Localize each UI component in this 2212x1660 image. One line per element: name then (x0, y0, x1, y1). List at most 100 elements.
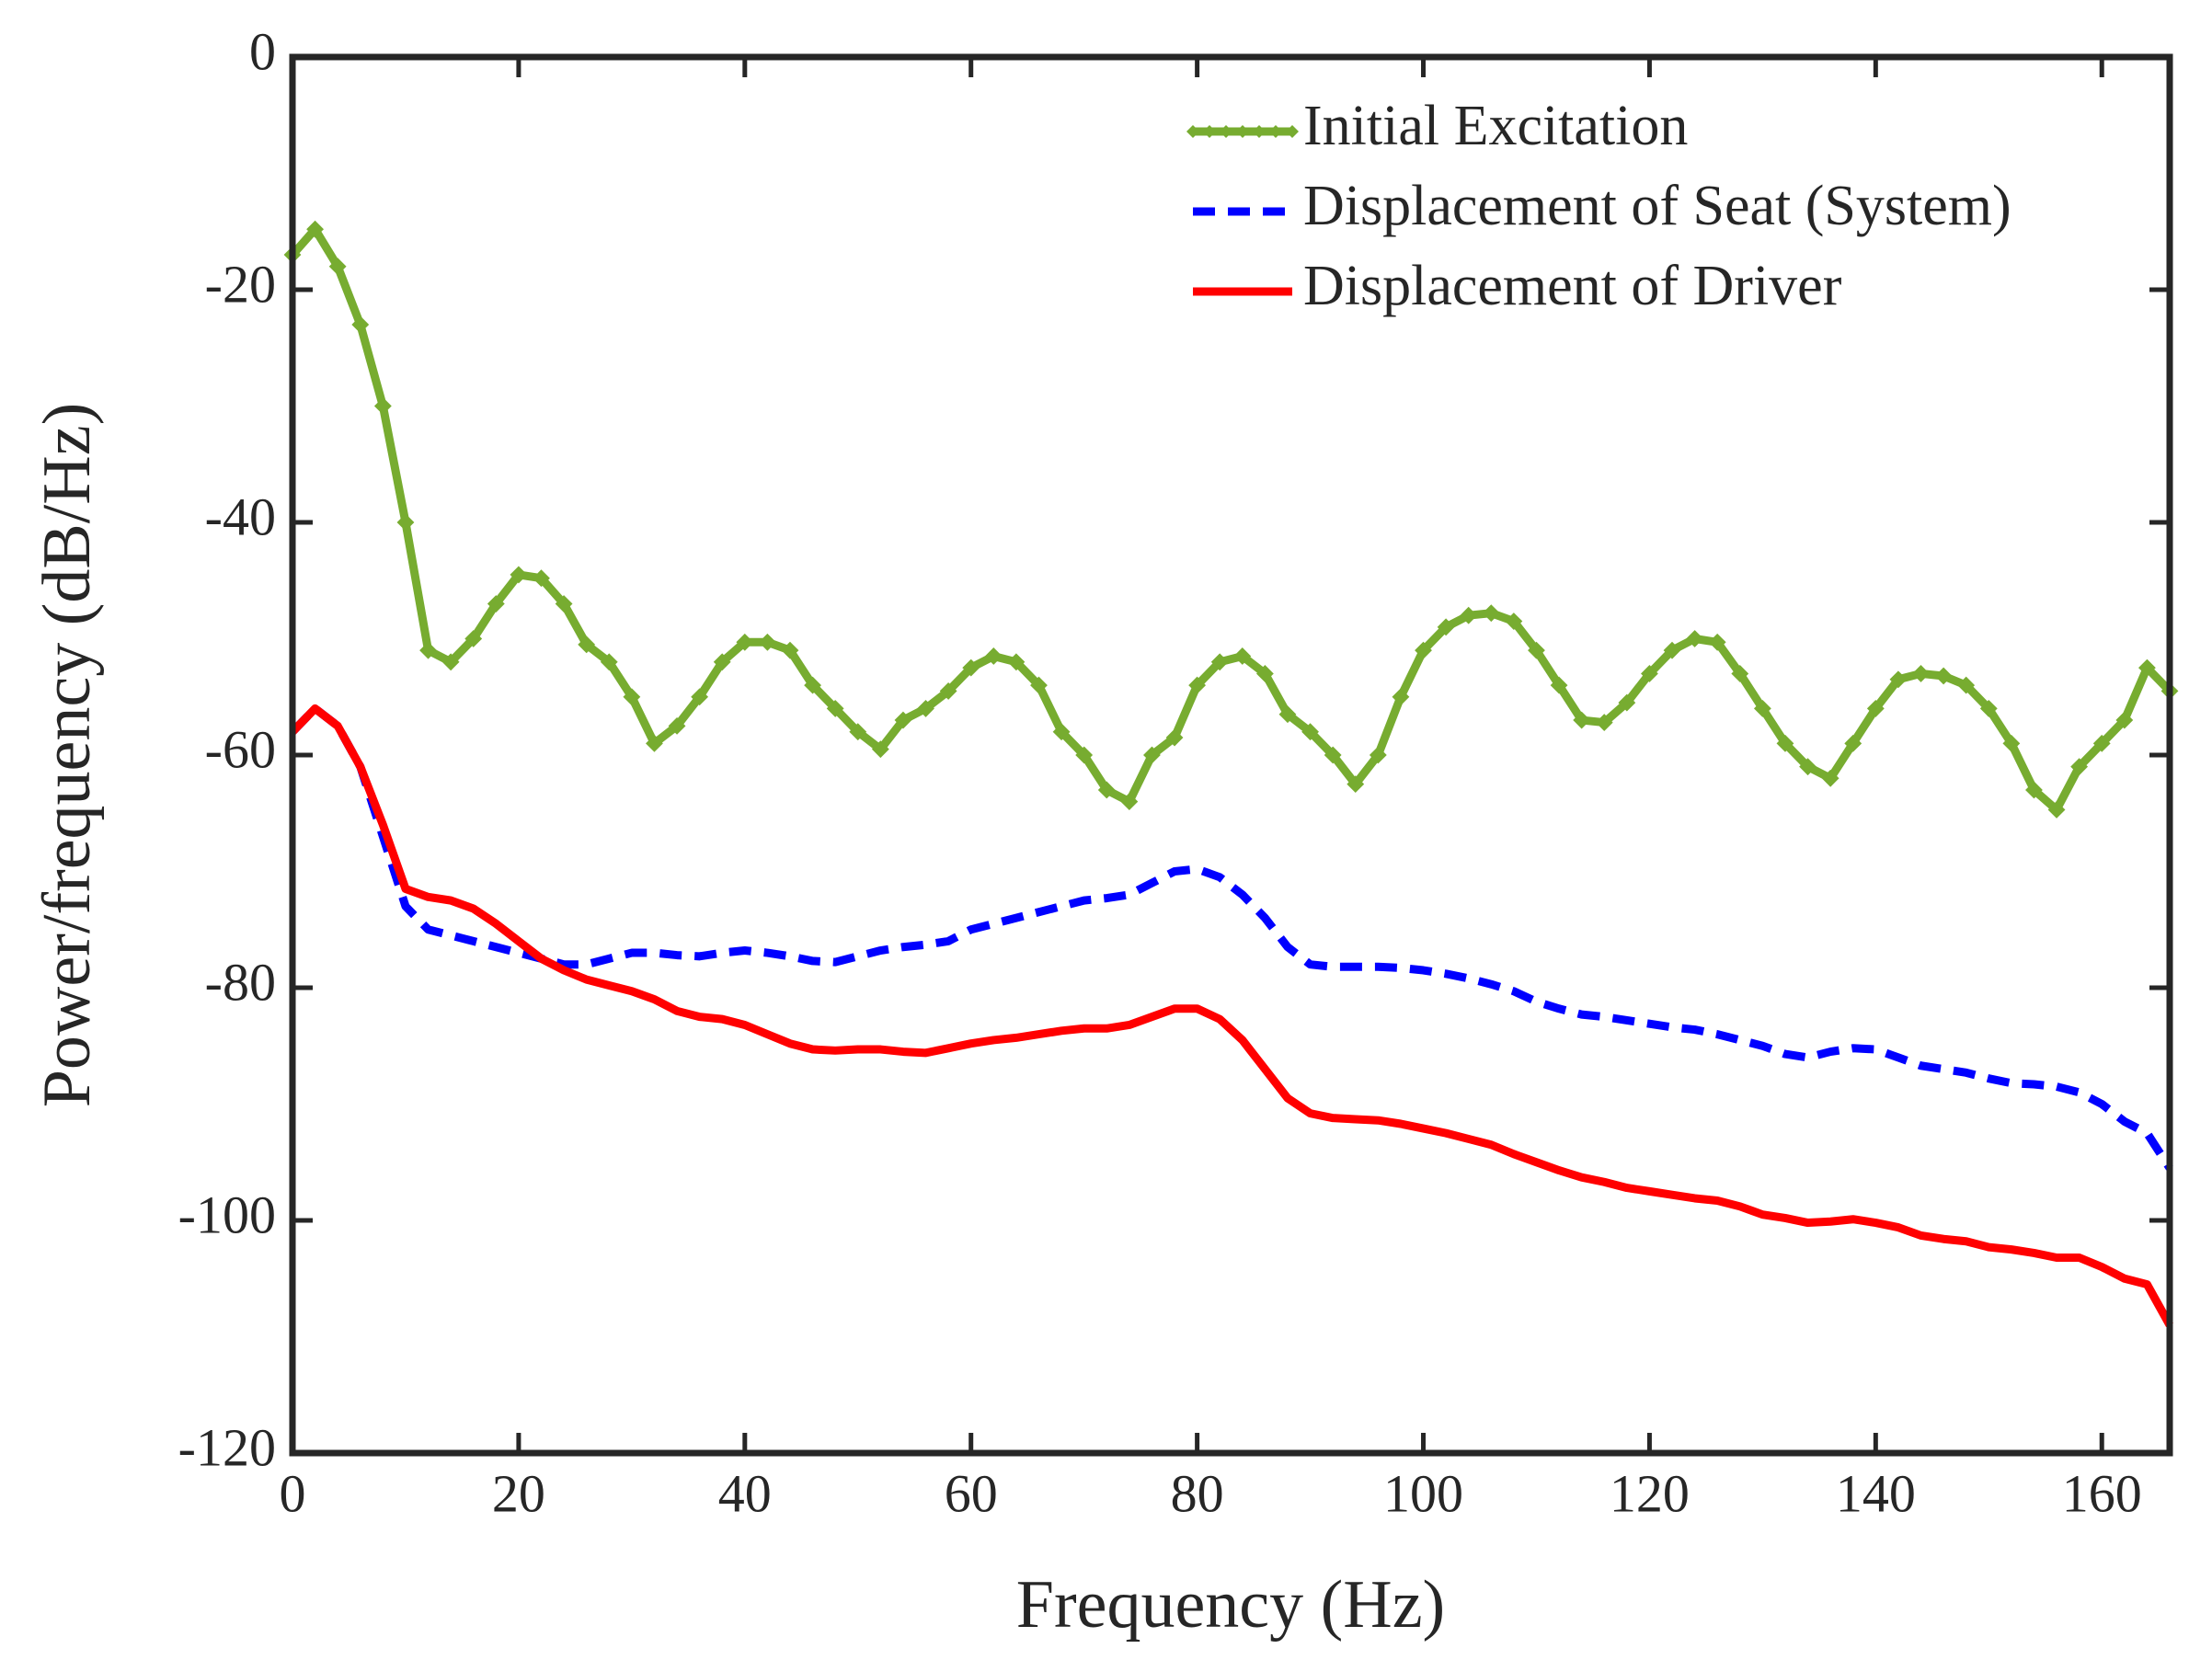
legend-marker (1236, 125, 1249, 138)
series-marker (464, 630, 483, 647)
series-marker (1641, 665, 1658, 682)
series-marker (1301, 723, 1319, 741)
series-marker (781, 641, 799, 659)
series-marker (668, 716, 686, 735)
series-marker (555, 595, 573, 612)
series-marker (1912, 665, 1930, 682)
x-tick-label: 120 (1610, 1463, 1690, 1523)
legend-label: Displacement of Seat (System) (1303, 175, 2011, 237)
y-axis-label: Power/frequency (dB/Hz) (29, 403, 105, 1107)
series-marker (691, 688, 709, 706)
series-marker (510, 566, 528, 584)
series-line (289, 224, 2173, 814)
legend-marker (1253, 125, 1266, 138)
legend-marker (1203, 125, 1216, 138)
series-marker (1278, 705, 1297, 724)
series-marker (1573, 711, 1591, 729)
series-marker (1957, 676, 1976, 694)
y-tick-label: -60 (205, 719, 276, 779)
series-marker (871, 740, 889, 759)
series-marker (623, 688, 641, 706)
series-marker (306, 220, 325, 238)
x-tick-label: 140 (1836, 1463, 1916, 1523)
series-marker (419, 641, 437, 659)
series-marker (1165, 728, 1184, 747)
series-marker (713, 653, 731, 671)
series-marker (917, 699, 934, 717)
series-marker (1324, 746, 1342, 764)
x-tick-label: 20 (492, 1463, 545, 1523)
series-marker (578, 635, 596, 654)
series-line (289, 704, 2173, 1328)
series-marker (328, 258, 347, 276)
series-marker (1799, 758, 1817, 776)
series-marker (1255, 665, 1274, 682)
series-marker (646, 734, 663, 752)
series-marker (826, 699, 844, 717)
x-tick-label: 40 (718, 1463, 772, 1523)
legend-marker (1220, 125, 1232, 138)
series-marker (1550, 676, 1568, 694)
series-marker (1437, 618, 1455, 636)
series-marker (1347, 775, 1365, 794)
series-marker (2047, 801, 2066, 819)
y-tick-label: -20 (205, 254, 276, 314)
series-marker (1618, 693, 1636, 712)
series-marker (1097, 781, 1116, 799)
series-marker (1821, 769, 1840, 787)
series-marker (1776, 734, 1794, 752)
y-tick-label: -120 (178, 1417, 276, 1477)
x-tick-label: 160 (2062, 1463, 2142, 1523)
series-marker (804, 676, 821, 694)
series-marker (1007, 653, 1026, 671)
x-tick-label: 60 (945, 1463, 998, 1523)
plot-frame (289, 53, 2173, 1457)
series-marker (1460, 606, 1478, 624)
series-marker (1844, 734, 1862, 752)
series-marker (1052, 723, 1071, 741)
series-marker (533, 569, 550, 588)
series-marker (1233, 647, 1252, 665)
series-marker (894, 711, 912, 729)
series-marker (1482, 604, 1500, 623)
series-marker (2138, 658, 2156, 677)
series-marker (1528, 641, 1545, 659)
series-marker (1505, 612, 1523, 630)
x-tick-label: 80 (1171, 1463, 1224, 1523)
series-marker (1686, 630, 1704, 647)
series-marker (2070, 758, 2089, 776)
series-marker (1392, 688, 1410, 706)
series-marker (1210, 653, 1229, 671)
series-marker (396, 513, 415, 532)
y-tick-label: -100 (178, 1185, 276, 1244)
series-marker (1934, 667, 1953, 685)
series-marker (1143, 746, 1161, 764)
series-marker (1369, 746, 1387, 764)
series-marker (1075, 746, 1094, 764)
legend-marker (1186, 125, 1199, 138)
series-marker (600, 653, 618, 671)
x-tick-label: 100 (1383, 1463, 1463, 1523)
legend-label: Initial Excitation (1303, 95, 1688, 157)
series-marker (736, 633, 754, 651)
series-marker (351, 315, 370, 334)
series-marker (1708, 633, 1726, 651)
legend-label: Displacement of Driver (1303, 255, 1842, 317)
series-marker (1753, 699, 1771, 717)
series-marker (939, 682, 957, 700)
series-marker (1030, 676, 1048, 694)
x-tick-label: 0 (280, 1463, 306, 1523)
series-marker (2002, 734, 2021, 752)
series-marker (2025, 781, 2043, 799)
series-marker (2115, 711, 2134, 729)
series-line (289, 704, 2173, 1171)
series-marker (487, 595, 505, 612)
series-marker (1731, 665, 1749, 682)
series-marker (1415, 641, 1432, 659)
legend-marker (1286, 125, 1299, 138)
series-marker (849, 723, 867, 741)
series-marker (441, 653, 460, 671)
series-marker (1120, 793, 1139, 811)
y-tick-label: 0 (249, 21, 276, 81)
